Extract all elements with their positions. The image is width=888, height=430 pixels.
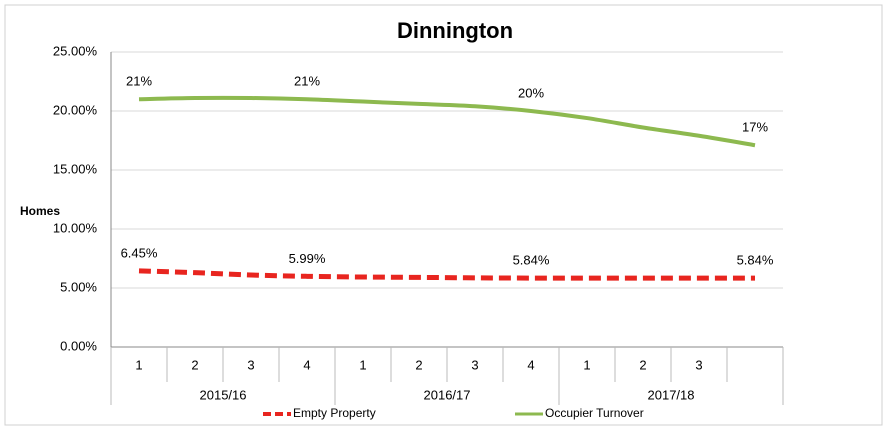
- series-line: [138, 268, 755, 281]
- data-label: 5.84%: [737, 253, 774, 268]
- chart-title: Dinnington: [397, 18, 513, 43]
- x-tick-label: 2: [415, 357, 422, 372]
- data-label: 21%: [126, 74, 152, 89]
- y-axis-title: Homes: [20, 204, 60, 218]
- x-tick-label: 3: [471, 357, 478, 372]
- x-tick-label: 1: [135, 357, 142, 372]
- y-tick-label: 5.00%: [60, 279, 97, 294]
- legend-label: Empty Property: [293, 406, 376, 420]
- group-label: 2016/17: [424, 387, 471, 402]
- x-tick-label: 2: [639, 357, 646, 372]
- x-tick-label: 3: [247, 357, 254, 372]
- group-label: 2015/16: [200, 387, 247, 402]
- data-label: 21%: [294, 74, 320, 89]
- data-label: 17%: [742, 120, 768, 135]
- x-tick-label: 2: [191, 357, 198, 372]
- series-line: [138, 95, 756, 148]
- legend-label: Occupier Turnover: [545, 406, 644, 420]
- data-label: 5.84%: [513, 253, 550, 268]
- data-label: 6.45%: [121, 245, 158, 260]
- y-tick-label: 25.00%: [53, 43, 98, 58]
- data-label: 5.99%: [289, 251, 326, 266]
- x-tick-label: 4: [527, 357, 534, 372]
- data-label: 20%: [518, 85, 544, 100]
- y-tick-label: 15.00%: [53, 161, 98, 176]
- chart-frame: [4, 4, 883, 426]
- x-tick-label: 4: [303, 357, 310, 372]
- y-tick-label: 20.00%: [53, 102, 98, 117]
- y-tick-label: 0.00%: [60, 338, 97, 353]
- group-label: 2017/18: [648, 387, 695, 402]
- x-tick-label: 1: [583, 357, 590, 372]
- x-tick-label: 1: [359, 357, 366, 372]
- y-tick-label: 10.00%: [53, 220, 98, 235]
- x-tick-label: 3: [695, 357, 702, 372]
